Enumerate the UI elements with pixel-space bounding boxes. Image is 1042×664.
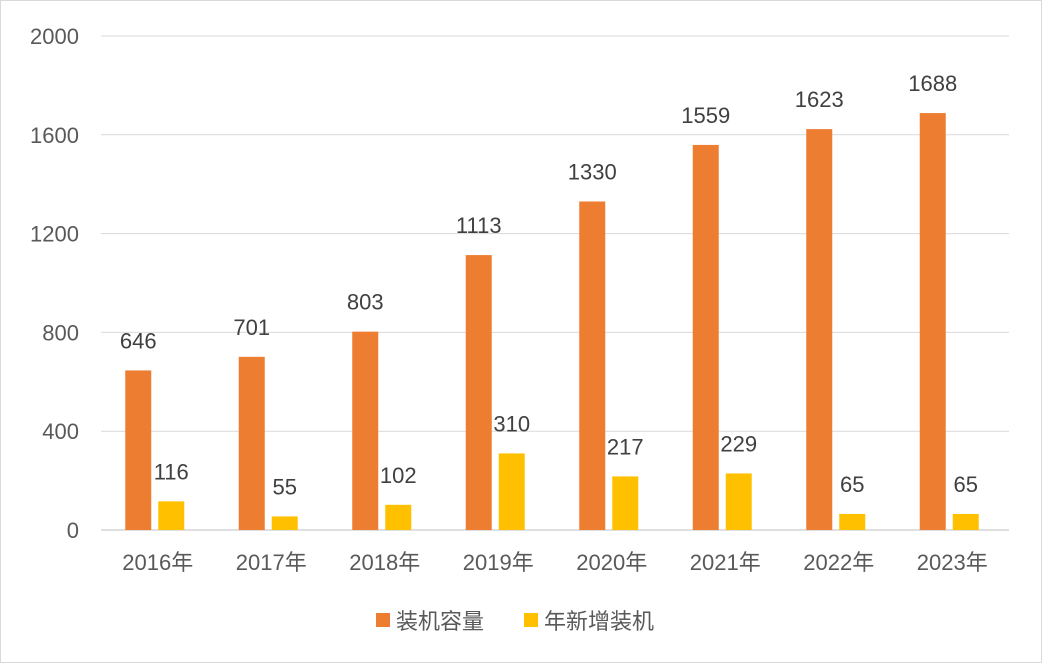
x-tick-label: 2017年	[236, 550, 307, 575]
data-label: 116	[154, 459, 189, 484]
bar-new-2	[385, 504, 412, 530]
bar-capacity-4	[579, 201, 606, 531]
y-tick-label: 2000	[30, 24, 79, 49]
bar-new-4	[612, 476, 639, 530]
bar-new-1	[271, 516, 298, 530]
data-label: 65	[954, 472, 978, 497]
data-label: 65	[840, 472, 864, 497]
data-label: 1330	[568, 159, 617, 184]
data-label: 102	[380, 463, 417, 488]
bar-new-5	[725, 473, 752, 530]
bar-capacity-2	[352, 331, 379, 530]
bar-new-3	[498, 453, 525, 530]
x-tick-label: 2020年	[576, 550, 647, 575]
y-tick-label: 400	[42, 419, 79, 444]
legend-swatch	[376, 613, 390, 627]
bar-new-6	[839, 513, 866, 530]
data-label: 701	[233, 315, 270, 340]
bar-capacity-1	[238, 356, 265, 530]
data-label: 229	[720, 431, 757, 456]
data-label: 1688	[908, 71, 957, 96]
bar-capacity-6	[806, 129, 833, 530]
bar-new-7	[952, 513, 979, 530]
legend-label: 装机容量	[396, 610, 484, 635]
data-label: 217	[607, 434, 644, 459]
bar-new-0	[158, 501, 185, 530]
data-label: 310	[493, 411, 530, 436]
y-tick-label: 0	[67, 518, 79, 543]
x-tick-label: 2016年	[122, 550, 193, 575]
data-label: 1113	[456, 213, 502, 238]
data-label: 1623	[795, 87, 844, 112]
legend-swatch	[524, 613, 538, 627]
legend-label: 年新增装机	[544, 610, 654, 635]
bar-capacity-5	[692, 144, 719, 530]
x-tick-label: 2021年	[690, 550, 761, 575]
data-label: 1559	[681, 103, 730, 128]
data-label: 55	[273, 474, 297, 499]
y-tick-label: 1200	[30, 222, 79, 247]
y-tick-label: 1600	[30, 123, 79, 148]
bar-capacity-7	[919, 113, 946, 531]
x-tick-label: 2023年	[917, 550, 988, 575]
bar-capacity-3	[465, 255, 492, 531]
y-tick-label: 800	[42, 320, 79, 345]
x-tick-label: 2018年	[349, 550, 420, 575]
data-label: 803	[347, 290, 384, 315]
bar-capacity-0	[125, 370, 152, 530]
x-tick-label: 2019年	[463, 550, 534, 575]
x-tick-label: 2022年	[803, 550, 874, 575]
data-label: 646	[120, 328, 157, 353]
